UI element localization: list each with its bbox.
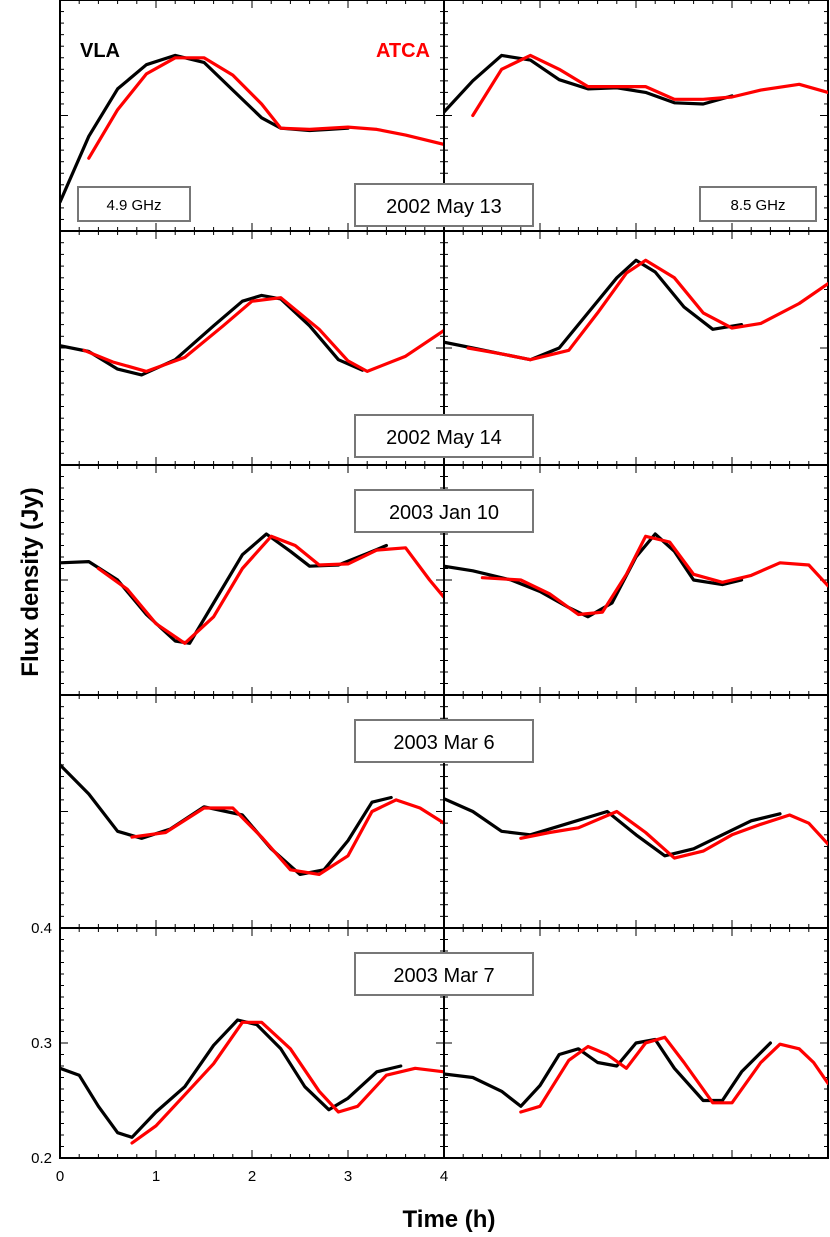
date-label: 2002 May 13	[386, 196, 502, 218]
x-tick-label: 3	[344, 1168, 352, 1185]
vla-curve-left	[60, 532, 388, 645]
atca-curve-left	[130, 1020, 444, 1145]
panel-2: 2003 Jan 10	[59, 464, 829, 696]
frequency-box	[77, 186, 191, 222]
x-axis-title: Time (h)	[403, 1206, 496, 1233]
panel-0: 2002 May 13	[59, 0, 829, 232]
vla-curve-right	[444, 53, 734, 114]
date-box	[354, 414, 534, 458]
atca-curve-left	[87, 56, 444, 160]
atca-curve-right	[466, 258, 828, 362]
panel-3: 2003 Mar 6	[59, 694, 829, 929]
legend-atca: ATCA	[376, 40, 430, 62]
x-tick-label: 2	[248, 1168, 256, 1185]
date-label: 2002 May 14	[386, 427, 502, 449]
atca-curve-right	[519, 809, 828, 860]
vla-curve-right	[444, 797, 782, 858]
vla-curve-right	[444, 258, 744, 362]
y-tick-label: 0.4	[31, 920, 52, 937]
date-label: 2003 Mar 6	[393, 732, 494, 754]
labels-group: Flux density (Jy) Time (h) VLA ATCA	[17, 40, 495, 1233]
panel-1: 2002 May 14	[59, 230, 829, 466]
frequency-box	[699, 186, 817, 222]
x-tick-label: 0	[56, 1168, 64, 1185]
vla-curve-left	[60, 293, 364, 377]
frequency-label: 8.5 GHz	[730, 197, 785, 214]
date-box	[354, 489, 534, 533]
vla-curve-left	[60, 1018, 403, 1139]
date-label: 2003 Jan 10	[389, 502, 499, 524]
y-axis-title: Flux density (Jy)	[17, 487, 44, 676]
date-box	[354, 952, 534, 996]
x-tick-label: 1	[152, 1168, 160, 1185]
vla-curve-right	[444, 1037, 772, 1108]
atca-curve-right	[480, 534, 828, 617]
date-box	[354, 719, 534, 763]
atca-curve-right	[471, 53, 828, 118]
x-tick-label: 4	[440, 1168, 448, 1185]
panels-group: 2002 May 13 2002 May 14 2003 Jan 10 2003 Ma…	[31, 0, 829, 1185]
panel-4: 2003 Mar 7	[59, 927, 829, 1159]
date-box	[354, 183, 534, 227]
frequency-label: 4.9 GHz	[106, 197, 161, 214]
vla-curve-left	[60, 763, 393, 876]
date-label: 2003 Mar 7	[393, 965, 494, 987]
y-tick-label: 0.2	[31, 1150, 52, 1167]
y-tick-label: 0.3	[31, 1035, 52, 1052]
atca-curve-left	[96, 534, 444, 645]
atca-curve-left	[82, 296, 444, 373]
legend-vla: VLA	[80, 40, 120, 62]
atca-curve-left	[130, 798, 444, 876]
atca-curve-right	[519, 1035, 828, 1114]
